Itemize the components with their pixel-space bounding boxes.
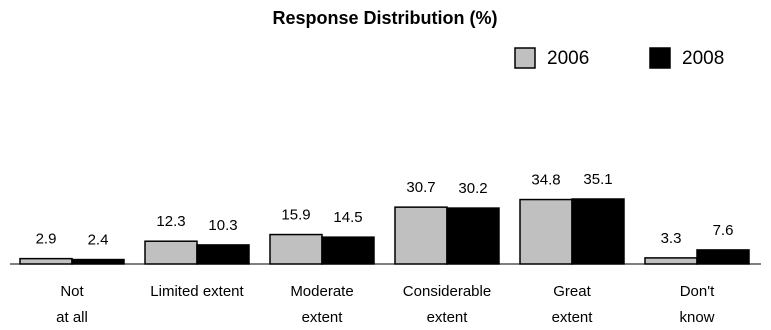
value-label: 34.8 xyxy=(531,172,560,189)
legend-label: 2008 xyxy=(682,48,724,69)
bar xyxy=(644,257,698,265)
value-label: 14.5 xyxy=(333,209,362,226)
value-label: 7.6 xyxy=(713,222,734,239)
bar xyxy=(696,249,750,265)
bar xyxy=(144,240,198,265)
x-tick-label: Not at all xyxy=(56,283,88,326)
chart-title: Response Distribution (%) xyxy=(272,8,497,28)
bar xyxy=(571,198,625,265)
bar xyxy=(71,258,125,265)
x-tick-label: Limited extent xyxy=(150,283,244,300)
value-label: 2.4 xyxy=(88,232,109,249)
legend-swatch xyxy=(649,47,671,69)
legend-swatch xyxy=(514,47,536,69)
value-label: 10.3 xyxy=(208,217,237,234)
value-label: 30.7 xyxy=(406,179,435,196)
x-tick-label: Considerable extent xyxy=(403,283,491,326)
bar xyxy=(269,233,323,265)
legend-label: 2006 xyxy=(547,48,589,69)
x-tick-label: Great extent xyxy=(552,283,594,326)
bar xyxy=(19,257,73,265)
bar xyxy=(519,198,573,265)
x-tick-label: Moderate extent xyxy=(290,283,353,326)
x-tick-label: Don't know xyxy=(679,283,715,326)
bar xyxy=(446,207,500,265)
bar xyxy=(394,206,448,265)
value-label: 15.9 xyxy=(281,207,310,224)
value-label: 3.3 xyxy=(661,230,682,247)
value-label: 2.9 xyxy=(36,231,57,248)
bar xyxy=(196,244,250,265)
value-label: 12.3 xyxy=(156,213,185,230)
value-label: 30.2 xyxy=(458,180,487,197)
bar xyxy=(321,236,375,265)
value-label: 35.1 xyxy=(583,171,612,188)
